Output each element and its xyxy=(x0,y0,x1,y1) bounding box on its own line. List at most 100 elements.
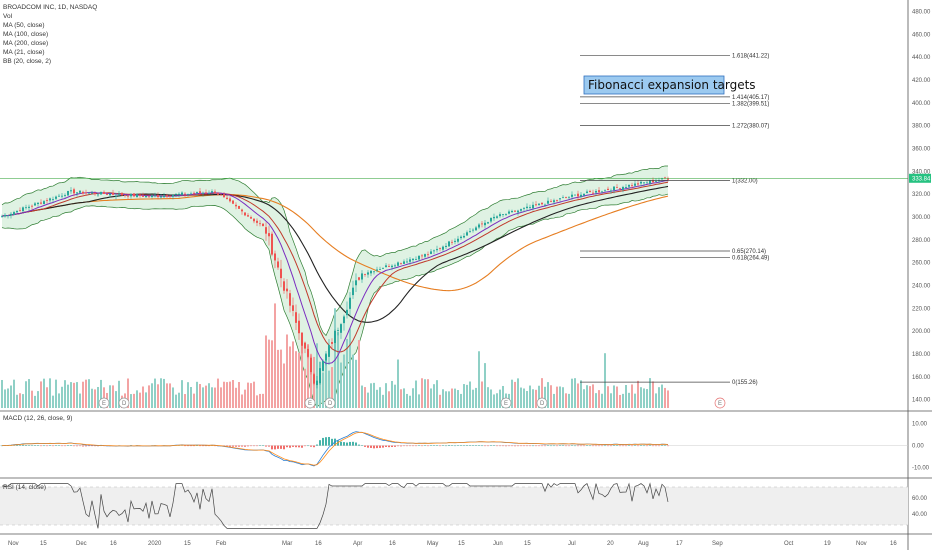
macd-histogram-bar xyxy=(421,445,423,447)
volume-bar xyxy=(205,385,207,408)
candle-body xyxy=(190,193,192,195)
candle-body xyxy=(415,259,417,261)
volume-bar xyxy=(286,334,288,408)
candle-body xyxy=(373,271,375,273)
indicator-ma200: MA (200, close) xyxy=(3,40,48,47)
volume-bar xyxy=(361,385,363,408)
volume-bar xyxy=(661,384,663,408)
macd-histogram-bar xyxy=(544,445,546,447)
candle-body xyxy=(412,258,414,261)
macd-histogram-bar xyxy=(508,445,510,447)
candle-body xyxy=(76,192,78,194)
candle-body xyxy=(400,263,402,265)
candle-body xyxy=(64,195,66,196)
volume-bar xyxy=(598,390,600,408)
candle-body xyxy=(52,199,54,200)
volume-bar xyxy=(34,395,36,408)
volume-bar xyxy=(82,381,84,408)
macd-histogram-bar xyxy=(325,437,327,446)
candle-body xyxy=(430,251,432,254)
event-marker-circle xyxy=(714,397,726,409)
candle-body xyxy=(19,210,21,212)
candle-body xyxy=(376,269,378,271)
volume-bar xyxy=(517,378,519,408)
volume-bar xyxy=(535,389,537,408)
fib-label: 1.414(405.17) xyxy=(732,95,769,101)
volume-bar xyxy=(283,363,285,408)
volume-bar xyxy=(460,393,462,408)
macd-legend: MACD (12, 26, close, 9) xyxy=(3,415,72,422)
macd-histogram-bar xyxy=(268,445,270,447)
macd-histogram-bar xyxy=(436,445,438,446)
candle-body xyxy=(637,183,639,185)
volume-bar xyxy=(637,380,639,408)
price-tick-label: 480.00 xyxy=(912,9,931,15)
candle-body xyxy=(121,192,123,196)
macd-histogram-bar xyxy=(196,445,198,446)
volume-bar xyxy=(532,389,534,408)
macd-histogram-bar xyxy=(199,445,201,447)
macd-histogram-bar xyxy=(574,445,576,447)
macd-histogram-bar xyxy=(664,445,666,447)
last-price-tag: 333.84 xyxy=(909,173,931,183)
macd-histogram-bar xyxy=(466,445,468,446)
macd-histogram-bar xyxy=(568,445,570,447)
volume-bar xyxy=(520,387,522,408)
candle-body xyxy=(319,368,321,384)
candle-body xyxy=(613,186,615,191)
volume-bar xyxy=(394,384,396,408)
volume-bar xyxy=(244,389,246,408)
candle-body xyxy=(550,200,552,202)
macd-histogram-bar xyxy=(496,445,498,447)
indicator-ma50: MA (50, close) xyxy=(3,22,45,29)
candle-body xyxy=(196,191,198,193)
volume-bar xyxy=(556,386,558,408)
volume-bar xyxy=(451,388,453,408)
signal-line xyxy=(1,431,669,466)
macd-histogram-bar xyxy=(469,445,471,446)
candle-body xyxy=(172,195,174,197)
volume-bar xyxy=(31,390,33,408)
macd-histogram-bar xyxy=(76,445,78,447)
candle-body xyxy=(406,261,408,263)
event-marker-label: E xyxy=(504,401,508,407)
fib-label: 0.65(270.14) xyxy=(732,249,766,255)
candle-body xyxy=(142,195,144,197)
macd-histogram-bar xyxy=(439,445,441,447)
candle-body xyxy=(646,182,648,184)
macd-histogram-bar xyxy=(55,445,57,446)
candle-body xyxy=(238,205,240,209)
volume-bar xyxy=(55,379,57,408)
macd-histogram-bar xyxy=(328,436,330,446)
candle-body xyxy=(484,222,486,226)
candle-body xyxy=(217,193,219,195)
macd-histogram-bar xyxy=(661,445,663,446)
candle-body xyxy=(202,192,204,194)
volume-bar xyxy=(178,392,180,408)
macd-histogram-bar xyxy=(550,445,552,447)
candle-body xyxy=(289,293,291,306)
candle-body xyxy=(211,191,213,193)
candle-body xyxy=(100,191,102,195)
volume-bar xyxy=(466,384,468,408)
candle-body xyxy=(508,211,510,214)
candle-body xyxy=(631,185,633,187)
volume-bar xyxy=(580,380,582,408)
candle-body xyxy=(598,190,600,193)
macd-histogram-bar xyxy=(649,445,651,446)
macd-histogram-bar xyxy=(478,445,480,446)
volume-bar xyxy=(511,379,513,408)
volume-bar xyxy=(523,388,525,408)
macd-histogram-bar xyxy=(382,445,384,448)
annotation-callout[interactable]: Fibonacci expansion targets xyxy=(583,75,756,95)
macd-histogram-bar xyxy=(505,445,507,447)
volume-bar xyxy=(415,380,417,408)
macd-histogram-bar xyxy=(622,445,624,447)
macd-histogram-bar xyxy=(187,445,189,447)
event-marker-label: D xyxy=(122,401,127,407)
event-marker-circle xyxy=(98,397,110,409)
macd-histogram-bar xyxy=(193,445,195,447)
last-price-label: 333.84 xyxy=(912,176,931,182)
